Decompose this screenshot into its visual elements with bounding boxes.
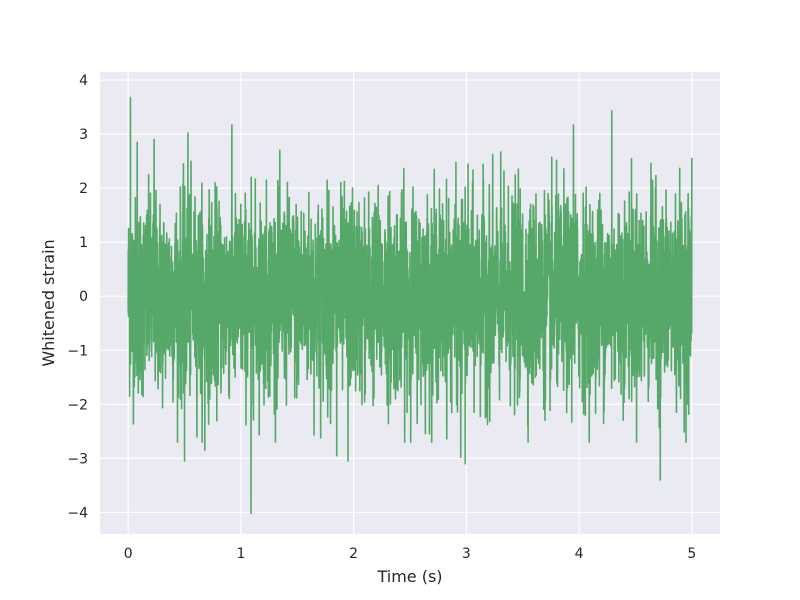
x-tick-label: 1 xyxy=(236,546,245,562)
y-tick-label: −1 xyxy=(67,343,88,359)
x-axis-label: Time (s) xyxy=(376,567,442,586)
tick-labels: 0 1 2 3 4 5 −4 −3 −2 −1 0 1 2 3 4 xyxy=(67,73,696,562)
x-tick-label: 2 xyxy=(349,546,358,562)
y-tick-label: −2 xyxy=(67,397,88,413)
whitened-strain-line xyxy=(127,96,693,515)
y-tick-label: 4 xyxy=(79,73,88,89)
x-tick-label: 5 xyxy=(687,546,696,562)
x-tick-label: 3 xyxy=(462,546,471,562)
y-tick-label: −4 xyxy=(67,505,88,521)
y-tick-label: 0 xyxy=(79,289,88,305)
series-layer xyxy=(127,96,693,515)
y-tick-label: 2 xyxy=(79,181,88,197)
x-tick-label: 4 xyxy=(575,546,584,562)
x-tick-label: 0 xyxy=(124,546,133,562)
y-axis-label: Whitened strain xyxy=(39,239,58,366)
y-tick-label: −3 xyxy=(67,451,88,467)
y-tick-label: 3 xyxy=(79,127,88,143)
y-tick-label: 1 xyxy=(79,235,88,251)
